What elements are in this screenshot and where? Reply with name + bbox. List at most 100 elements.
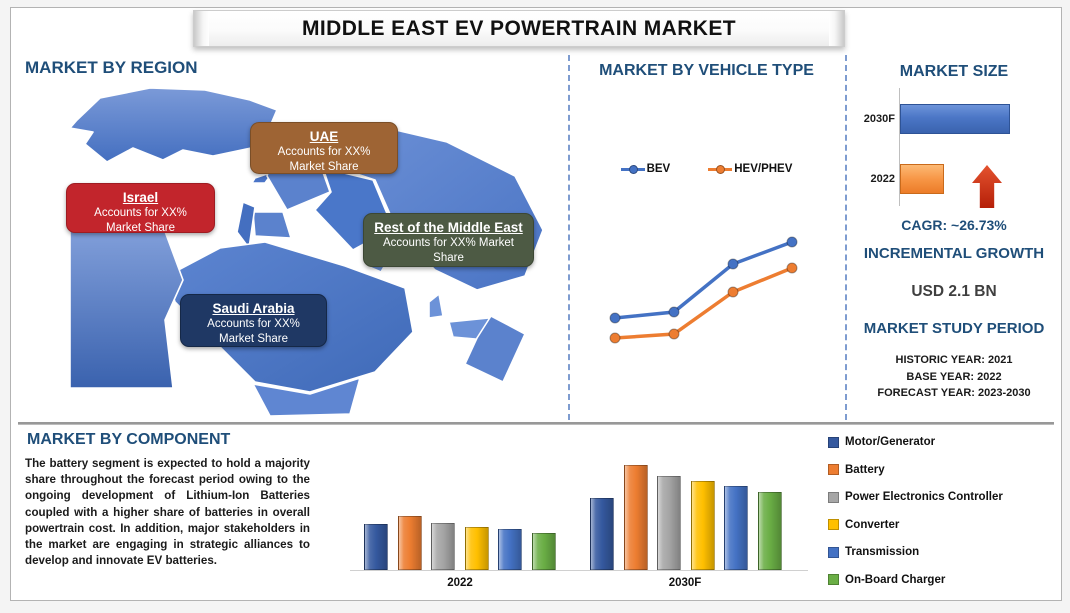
study-period-rows: HISTORIC YEAR: 2021 BASE YEAR: 2022 FORE…	[845, 352, 1063, 402]
market-size-label-2030f: 2030F	[863, 113, 895, 125]
bar-2030F-motor-generator	[590, 498, 614, 570]
component-section-heading: MARKET BY COMPONENT	[27, 431, 231, 448]
bar-2022-motor-generator	[364, 524, 388, 570]
data-point-HEV/PHEV	[609, 332, 621, 344]
bar-2030F-on-board-charger	[757, 492, 782, 570]
bev-line-marker-icon	[620, 164, 645, 174]
component-xlabel-2022: 2022	[447, 577, 473, 589]
page-title: MIDDLE EAST EV POWERTRAIN MARKET	[302, 16, 736, 40]
callout-saudi-arabia: Saudi Arabia Accounts for XX% Market Sha…	[180, 294, 327, 347]
legend-item-on-board-charger: On-Board Charger	[828, 574, 1063, 586]
component-xlabel-2030f: 2030F	[668, 577, 702, 589]
legend-label: Motor/Generator	[845, 436, 936, 448]
incremental-growth-heading: INCREMENTAL GROWTH	[863, 245, 1045, 262]
horizontal-separator	[18, 422, 1054, 425]
vehicle-section-heading: MARKET BY VEHICLE TYPE	[599, 62, 814, 79]
bar-2030F-converter	[690, 481, 715, 570]
component-paragraph: The battery segment is expected to hold …	[25, 457, 310, 568]
bar-2022-on-board-charger	[531, 533, 556, 570]
base-year: BASE YEAR: 2022	[906, 370, 1002, 383]
callout-rome-line1: Accounts for XX% Market	[382, 237, 515, 249]
callout-uae-line1: Accounts for XX%	[277, 146, 371, 158]
data-point-BEV	[609, 312, 621, 324]
map-qatar	[428, 293, 444, 319]
callout-uae-line2: Market Share	[289, 160, 359, 173]
callout-saudi-line2: Market Share	[218, 332, 289, 345]
title-banner: MIDDLE EAST EV POWERTRAIN MARKET	[193, 10, 845, 47]
legend-item-hev-phev: HEV/PHEV	[708, 163, 792, 175]
callout-saudi-title: Saudi Arabia	[212, 301, 295, 316]
bar-2030F-transmission	[724, 486, 748, 570]
map-yemen	[252, 377, 361, 417]
map-jordan	[252, 211, 292, 239]
component-chart-legend: Motor/Generator Battery Power Electronics …	[828, 436, 1063, 601]
callout-israel-line1: Accounts for XX%	[94, 207, 187, 219]
legend-label: Converter	[845, 518, 900, 531]
legend-label: Transmission	[845, 546, 920, 558]
legend-swatch-icon	[828, 464, 839, 475]
map-oman	[464, 315, 526, 383]
legend-item-battery: Battery	[828, 464, 1063, 476]
line-HEV/PHEV	[614, 266, 793, 340]
data-point-BEV	[727, 258, 739, 270]
legend-item-converter: Converter	[828, 519, 1063, 531]
historic-year: HISTORIC YEAR: 2021	[895, 354, 1013, 366]
forecast-year: FORECAST YEAR: 2023-2030	[877, 387, 1031, 399]
cagr-value: CAGR: ~26.73%	[901, 217, 1007, 233]
callout-israel-title: Israel	[122, 190, 159, 205]
legend-label: On-Board Charger	[845, 573, 946, 586]
map-egypt	[69, 217, 184, 389]
data-point-BEV	[668, 306, 680, 318]
legend-swatch-icon	[828, 574, 839, 585]
hev-phev-line-marker-icon	[708, 164, 733, 174]
data-point-HEV/PHEV	[727, 286, 739, 298]
legend-label-hev-phev: HEV/PHEV	[734, 163, 793, 175]
bar-2022-power-electronics-controller	[431, 523, 455, 570]
market-size-label-2022: 2022	[870, 173, 895, 185]
legend-swatch-icon	[828, 519, 839, 530]
vehicle-type-line-chart	[609, 236, 798, 344]
market-size-heading: MARKET SIZE	[899, 63, 1009, 80]
legend-item-bev: BEV	[620, 163, 670, 175]
bar-2022-battery	[397, 516, 422, 570]
market-size-bar-2022	[900, 164, 944, 194]
bar-2030F-power-electronics-controller	[657, 476, 681, 570]
component-chart-axis	[350, 570, 808, 571]
callout-rome-title: Rest of the Middle East	[374, 220, 523, 235]
incremental-growth-value: USD 2.1 BN	[911, 283, 997, 300]
study-period-heading: MARKET STUDY PERIOD	[863, 320, 1045, 337]
callout-uae: UAE Accounts for XX% Market Share	[250, 122, 398, 174]
data-point-HEV/PHEV	[786, 262, 798, 274]
data-point-BEV	[786, 236, 798, 248]
map-turkey	[69, 87, 284, 163]
market-size-bar-2030f	[900, 104, 1010, 134]
data-point-HEV/PHEV	[668, 328, 680, 340]
callout-israel-line2: Market Share	[105, 221, 176, 234]
line-BEV	[614, 240, 793, 320]
legend-item-transmission: Transmission	[828, 546, 1063, 558]
callout-israel: Israel Accounts for XX% Market Share	[66, 183, 215, 234]
region-section-heading: MARKET BY REGION	[25, 58, 198, 77]
market-size-axis	[899, 88, 900, 206]
bar-2022-transmission	[498, 529, 522, 570]
callout-rome-line2: Share	[433, 251, 464, 264]
legend-swatch-icon	[828, 491, 839, 503]
component-bar-chart	[340, 445, 820, 571]
legend-label: Power Electronics Controller	[845, 491, 1003, 503]
vertical-divider-right	[845, 55, 847, 420]
bar-2022-converter	[464, 527, 489, 570]
legend-swatch-icon	[828, 546, 839, 558]
bar-2030F-battery	[623, 465, 648, 570]
callout-rest-of-middle-east: Rest of the Middle East Accounts for XX%…	[363, 213, 534, 267]
callout-uae-title: UAE	[309, 129, 339, 144]
legend-item-power-electronics-controller: Power Electronics Controller	[828, 491, 1063, 503]
legend-swatch-icon	[828, 436, 839, 448]
component-chart-x-labels: 2022 2030F	[340, 577, 820, 593]
map-israel	[236, 201, 256, 249]
vertical-divider-left	[568, 55, 570, 420]
callout-saudi-line1: Accounts for XX%	[207, 318, 300, 330]
vehicle-chart-legend: BEV HEV/PHEV	[568, 163, 845, 175]
legend-item-motor-generator: Motor/Generator	[828, 436, 1063, 448]
legend-label: Battery	[845, 463, 885, 476]
